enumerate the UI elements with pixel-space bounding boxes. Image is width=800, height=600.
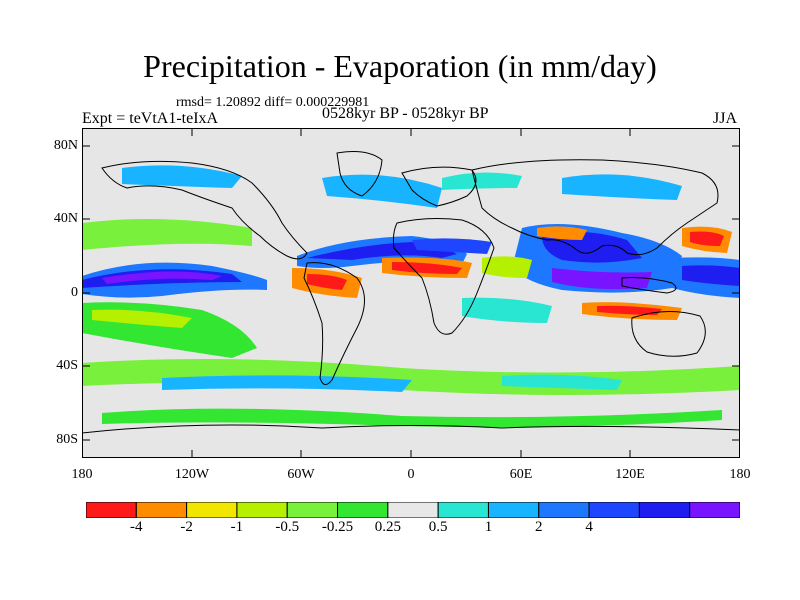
coastlines — [82, 151, 740, 434]
dry-zone-npacific — [82, 219, 252, 250]
lon-label-180e: 180 — [729, 467, 751, 482]
lat-label-80s: 80S — [56, 432, 78, 447]
coast-australia — [631, 310, 706, 357]
colorbar-label-8: 2 — [535, 519, 543, 535]
colorbar-swatch-12 — [689, 502, 740, 518]
midlat-nasia — [562, 174, 682, 200]
antarctic-fringe — [102, 408, 722, 428]
colorbar — [86, 502, 740, 518]
midlat-npacific — [122, 165, 242, 188]
colorbar-swatch-2 — [186, 502, 238, 518]
colorbar-label-5: 0.25 — [374, 519, 401, 535]
colorbar-label-2: -1 — [230, 519, 244, 535]
coast-europe — [401, 166, 477, 207]
season-label: JJA — [713, 110, 738, 127]
lat-label-40s: 40S — [56, 358, 78, 373]
coast-asia — [471, 159, 719, 256]
dry-zone-arabia — [482, 256, 532, 278]
colorbar-swatch-11 — [638, 502, 691, 518]
midlat-eurasia — [442, 172, 522, 190]
colorbar-label-7: 1 — [484, 519, 493, 535]
dry-zone-indian — [462, 297, 552, 323]
lon-label-60w: 60W — [287, 467, 315, 482]
colorbar-swatch-7 — [437, 502, 489, 518]
lon-label-120w: 120W — [174, 467, 210, 482]
itcz-core2-pacific — [102, 271, 222, 284]
lat-label-80n: 80N — [53, 138, 78, 153]
coast-antarctica — [82, 424, 740, 434]
lat-label-0: 0 — [71, 285, 78, 300]
colorbar-swatch-9 — [538, 502, 590, 518]
colorbar-label-0: -4 — [130, 519, 143, 535]
africa-rain — [412, 238, 492, 254]
colorbar-label-9: 4 — [585, 519, 593, 535]
colorbar-swatch-4 — [286, 502, 339, 518]
coast-greenland — [336, 151, 383, 197]
dry-zone-arabia2 — [537, 226, 587, 240]
lat-label-40n: 40N — [53, 211, 78, 226]
experiment-label: Expt = teVtA1-teIxA — [82, 110, 219, 127]
field-layer — [82, 165, 740, 428]
dry-zone-spacific-yellow — [92, 309, 192, 328]
colorbar-swatch-6 — [387, 502, 439, 518]
colorbar-swatch-0 — [86, 502, 137, 518]
colorbar-swatch-8 — [487, 502, 540, 518]
pme-map — [82, 128, 740, 458]
lon-label-120e: 120E — [615, 467, 645, 482]
coast-indonesia — [621, 277, 677, 294]
coast-north-america — [101, 160, 308, 260]
midlat-southern-blue — [162, 375, 412, 392]
colorbar-label-1: -2 — [180, 519, 193, 535]
period-label: 0528kyr BP - 0528kyr BP — [322, 105, 489, 122]
midlat-natlantic — [322, 174, 442, 208]
map-ticks — [82, 128, 740, 458]
colorbar-swatch-10 — [588, 502, 640, 518]
lon-label-0: 0 — [407, 467, 415, 482]
map-title: Precipitation - Evaporation (in mm/day) — [143, 48, 657, 84]
stats-text: rmsd= 1.20892 diff= 0.000229981 — [176, 95, 370, 110]
colorbar-label-4: -0.25 — [321, 519, 354, 535]
coast-south-america — [303, 262, 365, 385]
colorbar-swatch-3 — [236, 502, 288, 518]
colorbar-label-6: 0.5 — [428, 519, 448, 535]
dry-zone-npac-core — [690, 231, 724, 246]
dry-zone-seasia-red — [597, 305, 662, 315]
southern-patch — [502, 374, 622, 390]
lon-label-60e: 60E — [509, 467, 533, 482]
monsoon-purple — [552, 268, 652, 290]
colorbar-swatch-1 — [135, 502, 188, 518]
lon-label-180w: 180 — [71, 467, 93, 482]
colorbar-label-3: -0.5 — [275, 519, 300, 535]
dry-zone-satlantic-red — [307, 274, 347, 290]
coast-africa — [392, 218, 495, 335]
warmpool-core — [682, 265, 740, 286]
colorbar-swatch-5 — [337, 502, 389, 518]
